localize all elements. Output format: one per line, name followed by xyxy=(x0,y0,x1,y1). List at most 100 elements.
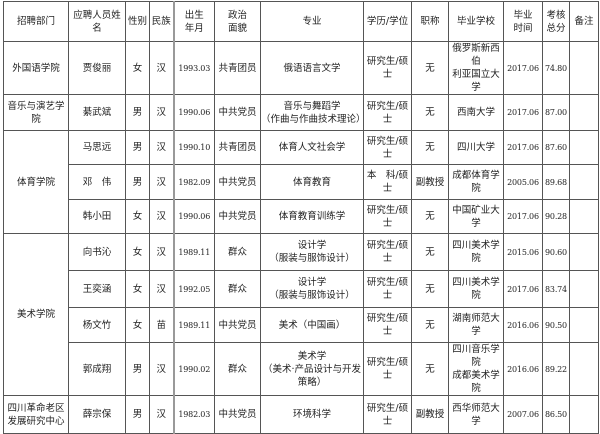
cell-score: 74.80 xyxy=(542,41,570,95)
cell-school: 四川音乐学院 成都美术学院 xyxy=(448,342,504,396)
cell-note xyxy=(569,233,599,271)
table-row: 韩小田女汉 1990.06 中共党员 体育教育训练学 研究生/硕士无中国矿业大学 2017… xyxy=(4,199,599,234)
cell-school: 西南大学 xyxy=(448,94,504,131)
cell-name: 薛宗保 xyxy=(68,395,126,434)
cell-title: 副教授 xyxy=(411,395,449,434)
cell-name: 王奕涵 xyxy=(68,270,126,308)
cell-grad: 2015.06 xyxy=(503,233,543,271)
cell-gender: 女 xyxy=(125,270,150,308)
cell-school: 成都体育学院 xyxy=(448,164,504,200)
cell-grad: 2007.06 xyxy=(503,395,543,434)
table-row: 王奕涵女汉 1992.05 群众 设计学 （服装与服饰设计） 研究生/硕士无四川美术学院 2… xyxy=(4,270,599,308)
cell-name: 马思远 xyxy=(68,130,126,165)
cell-birth: 1989.11 xyxy=(173,307,215,343)
header-gender: 性别 xyxy=(125,1,150,42)
header-score: 考核 总分 xyxy=(542,1,570,42)
cell-note xyxy=(569,307,599,343)
cell-grad: 2016.06 xyxy=(503,307,543,343)
header-degree: 学历/学位 xyxy=(363,1,412,42)
cell-note xyxy=(569,395,599,434)
cell-name: 向书沁 xyxy=(68,233,126,271)
cell-degree: 研究生/硕士 xyxy=(363,94,412,131)
cell-degree: 研究生/硕士 xyxy=(363,130,412,165)
cell-ethnicity: 汉 xyxy=(149,41,175,95)
cell-note xyxy=(569,164,599,200)
cell-note xyxy=(569,41,599,95)
header-dept: 招聘部门 xyxy=(3,1,69,42)
cell-title: 无 xyxy=(411,199,449,234)
cell-score: 83.74 xyxy=(542,270,570,308)
cell-ethnicity: 汉 xyxy=(149,233,175,271)
cell-grad: 2017.06 xyxy=(503,270,543,308)
cell-note xyxy=(569,199,599,234)
header-title: 职称 xyxy=(411,1,449,42)
cell-major: 设计学 （服装与服饰设计） xyxy=(260,270,364,308)
table-row: 杨文竹女苗 1989.11 中共党员 美术（中国画） 研究生/硕士无湖南师范大学 2016… xyxy=(4,307,599,343)
cell-major: 环境科学 xyxy=(260,395,364,434)
cell-school: 四川大学 xyxy=(448,130,504,165)
cell-ethnicity: 汉 xyxy=(149,130,175,165)
cell-gender: 男 xyxy=(125,164,150,200)
department-cell: 体育学院 xyxy=(3,130,69,234)
table-row: 体育学院 马思远男汉 1990.10 共青团员 体育人文社会学 研究生/硕士无四川大学 20… xyxy=(3,130,599,234)
cell-degree: 研究生/硕士 xyxy=(363,307,412,343)
cell-name: 郭成翔 xyxy=(68,342,126,396)
cell-birth: 1990.06 xyxy=(173,94,215,131)
cell-school: 四川美术学院 xyxy=(448,233,504,271)
cell-name: 贾俊丽 xyxy=(68,41,126,95)
cell-gender: 女 xyxy=(125,41,150,95)
table-row: 邓 伟男汉 1982.09 中共党员 体育教育本 科/硕士 副教授 成都体育学院 2005.… xyxy=(4,164,599,200)
cell-title: 无 xyxy=(411,233,449,271)
cell-gender: 女 xyxy=(125,307,150,343)
department-cell: 音乐与演艺学院 xyxy=(3,94,69,131)
cell-school: 西华师范大学 xyxy=(448,395,504,434)
table-row: 美术学院 向书沁女汉 1989.11 群众 设计学 （服装与服饰设计） 研究生/硕士无四川美… xyxy=(3,233,599,396)
cell-birth: 1990.10 xyxy=(173,130,215,165)
department-cell: 四川革命老区 发展研究中心 xyxy=(3,395,69,434)
table-row: 四川革命老区 发展研究中心 薛宗保男汉 1982.03 中共党员 环境科学 研究生/硕士 副教… xyxy=(3,395,599,434)
cell-score: 89.22 xyxy=(542,342,570,396)
cell-note xyxy=(569,342,599,396)
cell-birth: 1990.02 xyxy=(173,342,215,396)
cell-score: 90.60 xyxy=(542,233,570,271)
cell-name: 綦武斌 xyxy=(68,94,126,131)
cell-grad: 2017.06 xyxy=(503,199,543,234)
cell-school: 中国矿业大学 xyxy=(448,199,504,234)
cell-degree: 研究生/硕士 xyxy=(363,233,412,271)
cell-gender: 女 xyxy=(125,233,150,271)
header-name: 应聘人员姓名 xyxy=(68,1,126,42)
header-ethnicity: 民族 xyxy=(149,1,175,42)
cell-title: 副教授 xyxy=(411,164,449,200)
cell-degree: 本 科/硕士 xyxy=(363,164,412,200)
cell-name: 杨文竹 xyxy=(68,307,126,343)
cell-score: 89.68 xyxy=(542,164,570,200)
cell-political: 共青团员 xyxy=(214,41,261,95)
table-row: 外国语学院 贾俊丽女汉 1993.03 共青团员 俄语语言文学 研究生/硕士无俄罗斯新西伯… xyxy=(3,41,599,95)
cell-birth: 1989.11 xyxy=(173,233,215,271)
cell-ethnicity: 苗 xyxy=(149,307,175,343)
cell-major: 体育人文社会学 xyxy=(260,130,364,165)
cell-title: 无 xyxy=(411,94,449,131)
cell-note xyxy=(569,130,599,165)
cell-note xyxy=(569,270,599,308)
cell-degree: 研究生/硕士 xyxy=(363,199,412,234)
cell-title: 无 xyxy=(411,130,449,165)
cell-ethnicity: 汉 xyxy=(149,270,175,308)
cell-grad: 2016.06 xyxy=(503,342,543,396)
cell-birth: 1982.09 xyxy=(173,164,215,200)
cell-ethnicity: 汉 xyxy=(149,164,175,200)
cell-gender: 男 xyxy=(125,342,150,396)
cell-political: 中共党员 xyxy=(214,395,261,434)
cell-major: 体育教育训练学 xyxy=(260,199,364,234)
cell-birth: 1990.06 xyxy=(173,199,215,234)
cell-major: 设计学 （服装与服饰设计） xyxy=(260,233,364,271)
cell-ethnicity: 汉 xyxy=(149,342,175,396)
cell-political: 中共党员 xyxy=(214,307,261,343)
header-grad: 毕业 时间 xyxy=(503,1,543,42)
cell-ethnicity: 汉 xyxy=(149,199,175,234)
cell-title: 无 xyxy=(411,41,449,95)
cell-title: 无 xyxy=(411,342,449,396)
cell-degree: 研究生/硕士 xyxy=(363,342,412,396)
header-note: 备注 xyxy=(569,1,599,42)
header-major: 专业 xyxy=(260,1,364,42)
